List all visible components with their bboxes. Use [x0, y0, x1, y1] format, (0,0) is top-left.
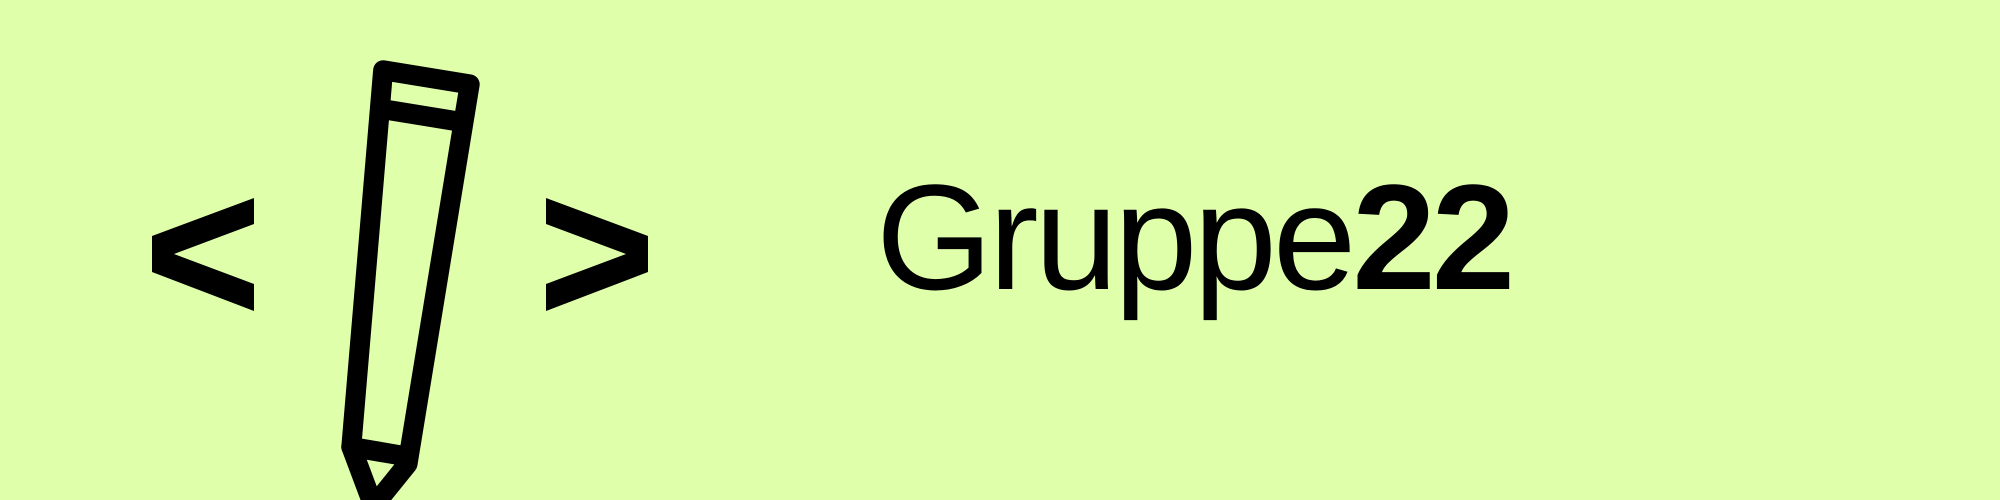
wordmark: Gruppe 22 — [876, 162, 1515, 312]
wordmark-number: 22 — [1352, 153, 1515, 321]
pencil-outline — [341, 60, 480, 500]
wordmark-name: Gruppe — [876, 153, 1356, 321]
right-angle-bracket-icon — [546, 198, 648, 311]
logo-mark — [152, 60, 648, 500]
left-angle-bracket-icon — [152, 198, 254, 311]
pencil-tip-line — [341, 436, 418, 467]
pencil-icon — [341, 60, 480, 500]
pencil-band-line — [370, 98, 473, 133]
